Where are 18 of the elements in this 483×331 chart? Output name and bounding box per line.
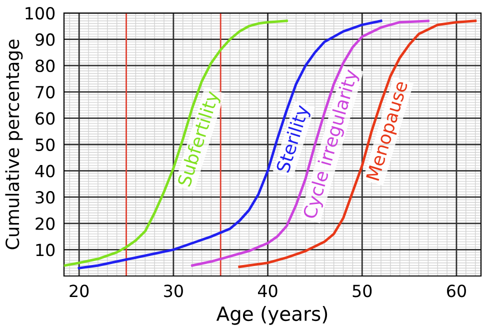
- y-tick-label: 90: [36, 33, 55, 46]
- y-tick-label: 30: [36, 191, 55, 204]
- y-tick-label: 10: [36, 244, 55, 256]
- x-tick-label: 50: [352, 284, 372, 298]
- y-tick-label: 40: [35, 164, 55, 178]
- x-tick-label: 20: [70, 284, 89, 298]
- y-tick-label: 70: [36, 86, 55, 98]
- line-series: [238, 20, 477, 268]
- y-tick-label: 100: [26, 6, 55, 20]
- x-tick-label: 60: [447, 284, 466, 298]
- y-axis-title: Cumulative percentage: [5, 40, 23, 250]
- y-tick-label: 60: [36, 112, 55, 125]
- y-tick-label: 50: [36, 138, 55, 152]
- y-tick-label: 80: [36, 60, 55, 72]
- x-tick-label: 30: [164, 284, 183, 298]
- x-tick-label: 40: [258, 284, 278, 298]
- y-tick-label: 20: [36, 217, 55, 230]
- x-axis-title: Age (years): [216, 306, 328, 325]
